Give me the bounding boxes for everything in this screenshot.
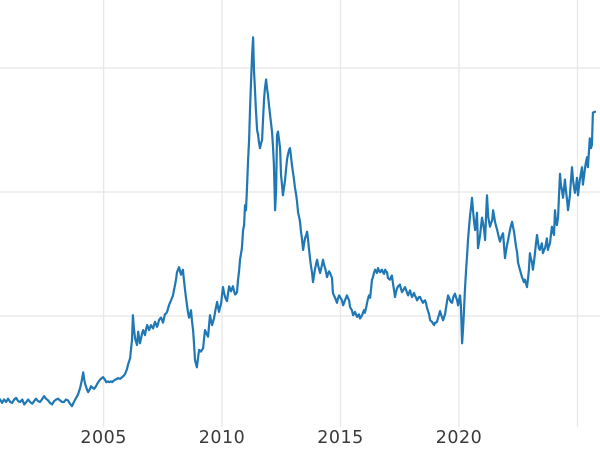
price-line-path [0, 36, 597, 408]
